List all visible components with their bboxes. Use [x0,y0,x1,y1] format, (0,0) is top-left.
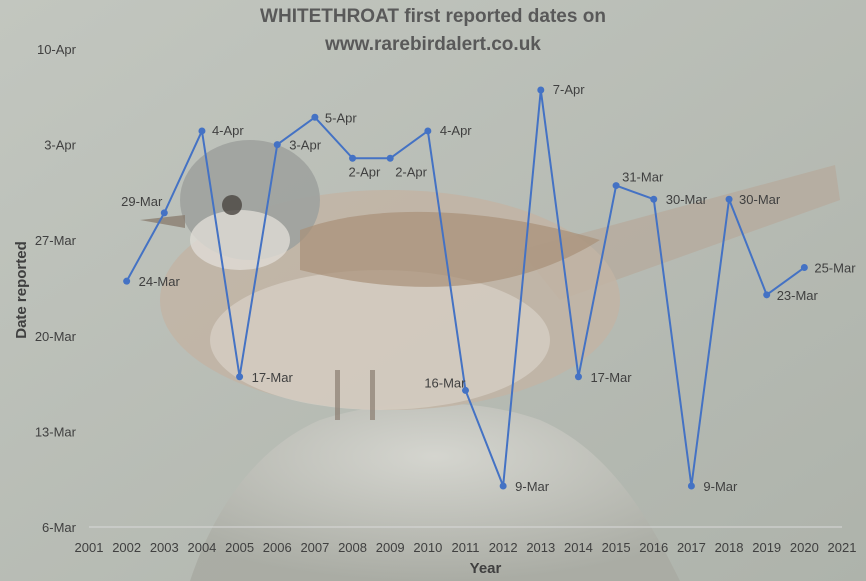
data-point [198,127,206,135]
y-tick-label: 10-Apr [37,42,77,57]
x-tick-label: 2010 [413,540,442,555]
chart-title-line-2: www.rarebirdalert.co.uk [325,34,541,55]
data-point [386,154,394,162]
y-axis-title: Date reported [13,241,30,339]
x-tick-label: 2019 [752,540,781,555]
y-tick-label: 27-Mar [35,233,77,248]
x-tick-label: 2014 [564,540,593,555]
x-tick-label: 2018 [715,540,744,555]
data-point [537,86,545,94]
data-label: 3-Apr [289,138,321,153]
data-label: 25-Mar [814,261,856,276]
data-label: 17-Mar [590,370,632,385]
data-point [462,386,469,394]
x-tick-label: 2011 [452,540,480,555]
data-label: 7-Apr [553,82,585,97]
x-tick-label: 2005 [225,540,254,555]
data-point [800,264,808,272]
data-label: 24-Mar [139,274,181,289]
x-tick-label: 2004 [187,540,216,555]
data-point [424,127,432,135]
data-label: 31-Mar [622,170,664,185]
x-tick-label: 2009 [376,540,405,555]
x-tick-label: 2003 [150,540,179,555]
chart-title-line-1: WHITETHROAT first reported dates on [260,6,606,27]
x-tick-label: 2001 [75,540,104,555]
y-tick-label: 13-Mar [35,424,77,439]
data-label: 16-Mar [424,375,466,390]
x-tick-label: 2021 [828,540,857,555]
data-point [499,482,507,490]
x-tick-label: 2016 [639,540,668,555]
data-point [574,373,582,381]
data-label: 30-Mar [666,192,708,207]
y-tick-label: 6-Mar [42,520,77,535]
data-label: 4-Apr [440,123,472,138]
x-axis-title: Year [470,560,502,577]
series-line [125,88,805,488]
x-tick-label: 2017 [677,540,706,555]
data-point [273,141,281,149]
data-label: 29-Mar [121,194,163,209]
data-point [123,277,131,285]
x-tick-label: 2006 [263,540,292,555]
x-tick-label: 2020 [790,540,819,555]
data-label: 4-Apr [212,123,244,138]
data-point [160,209,168,217]
data-point [687,482,695,490]
data-point [236,373,244,381]
data-label: 2-Apr [349,164,381,179]
x-tick-label: 2013 [526,540,555,555]
data-label: 2-Apr [395,164,427,179]
y-tick-label: 3-Apr [44,138,76,153]
data-label: 9-Mar [703,479,738,494]
x-tick-label: 2015 [602,540,631,555]
data-point [763,291,771,299]
data-label: 23-Mar [777,288,819,303]
data-point [311,113,319,121]
data-label: 9-Mar [515,479,550,494]
x-tick-label: 2012 [489,540,518,555]
x-tick-label: 2008 [338,540,367,555]
data-point [650,195,658,203]
data-label: 17-Mar [252,370,294,385]
data-label: 30-Mar [739,192,781,207]
x-tick-label: 2002 [112,540,141,555]
x-tick-label: 2007 [300,540,329,555]
data-point [612,182,620,190]
data-point [725,195,733,203]
y-tick-label: 20-Mar [35,329,77,344]
data-label: 5-Apr [325,110,357,125]
data-point [349,154,357,162]
